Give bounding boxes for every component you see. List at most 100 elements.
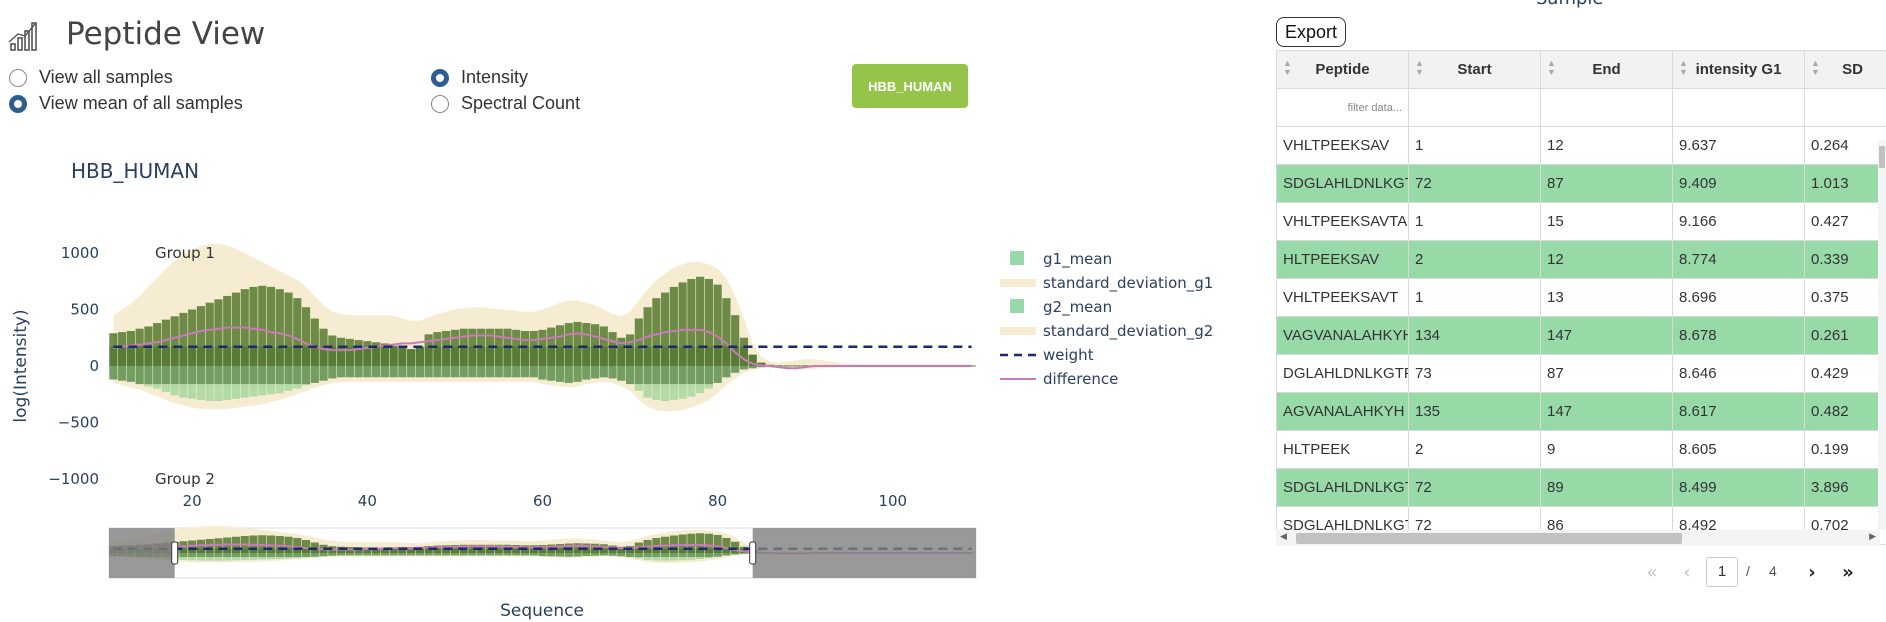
sort-icon[interactable]: ▲ ▼ <box>1283 58 1292 77</box>
g1-mean-bar <box>713 284 722 366</box>
overlap-bar-mini <box>275 548 284 553</box>
next-page-button[interactable]: › <box>1808 561 1816 583</box>
g1-mean-bar <box>801 365 810 366</box>
overlap-bar-mini <box>625 553 635 557</box>
scrollbar-thumb[interactable] <box>1296 533 1682 544</box>
g1-mean-bar <box>293 298 302 366</box>
radio-intensity[interactable]: Intensity <box>431 67 528 88</box>
overlap-bar <box>564 346 573 366</box>
x-axis: 20 40 60 80 100 <box>183 492 907 510</box>
radio-view-mean-samples[interactable]: View mean of all samples <box>9 93 243 114</box>
filter-input-intensity[interactable] <box>1672 88 1805 127</box>
protein-badge-button[interactable]: HBB_HUMAN <box>852 64 968 108</box>
radio-view-all-samples[interactable]: View all samples <box>9 67 173 88</box>
legend-item-weight[interactable]: weight <box>1000 346 1094 364</box>
vertical-scrollbar[interactable] <box>1878 140 1886 530</box>
radio-button-selected[interactable] <box>431 68 449 87</box>
previous-page-button[interactable]: ‹ <box>1683 561 1691 583</box>
overlap-bar <box>223 366 232 385</box>
g1-mean-bar <box>625 334 635 366</box>
range-handle-left[interactable] <box>171 541 179 565</box>
overlap-bar <box>494 366 503 378</box>
overlap-bar-mini <box>485 548 495 553</box>
overlap-bar-mini <box>240 548 249 553</box>
g1-mean-bar <box>748 354 757 366</box>
legend-item-g2-mean[interactable]: g2_mean <box>1010 298 1112 317</box>
g1-mean-bar-mini <box>704 533 713 553</box>
page-number-input[interactable]: 1 <box>1706 557 1738 587</box>
g1-mean-bar-mini <box>512 545 521 553</box>
horizontal-scrollbar[interactable]: ◀ ▶ <box>1276 530 1880 546</box>
table-row[interactable]: VHLTPEEKSAV 1 12 9.637 0.264 <box>1276 126 1886 165</box>
g1-mean-bar <box>739 337 749 366</box>
legend-item-standard-deviation-g2[interactable]: standard_deviation_g2 <box>1000 322 1213 341</box>
overlap-bar-mini <box>389 553 398 556</box>
radio-button[interactable] <box>9 68 27 87</box>
sort-icon[interactable]: ▲ ▼ <box>1547 58 1556 77</box>
overlap-bar-mini <box>643 548 652 553</box>
table-row[interactable]: VHLTPEEKSAVT 1 13 8.696 0.375 <box>1276 278 1886 317</box>
table-row[interactable]: DGLAHLDNLKGTFA 73 87 8.646 0.429 <box>1276 354 1886 393</box>
scroll-left-icon[interactable]: ◀ <box>1280 532 1287 542</box>
legend[interactable]: g1_mean standard_deviation_g1 g2_meanstand… <box>1000 250 1213 388</box>
filter-input-sd[interactable] <box>1804 88 1886 127</box>
overlap-bar-mini <box>407 553 416 556</box>
overlap-bar <box>126 346 135 366</box>
legend-item-g1-mean[interactable]: g1_mean <box>1010 250 1112 269</box>
overlap-bar <box>433 366 442 378</box>
g1-mean-bar <box>652 298 661 366</box>
column-header-sd[interactable]: ▲ ▼ SD <box>1804 50 1886 89</box>
sort-icon[interactable]: ▲ ▼ <box>1679 58 1688 77</box>
legend-item-standard-deviation-g1[interactable]: standard_deviation_g1 <box>1000 274 1213 293</box>
overlap-bar <box>713 346 722 366</box>
export-button[interactable]: Export <box>1276 17 1347 47</box>
radio-button[interactable] <box>431 94 449 113</box>
column-header-intensity-g1[interactable]: ▲ ▼ intensity G1 <box>1672 50 1805 89</box>
filter-input-peptide[interactable]: filter data... <box>1276 88 1409 127</box>
sort-icon[interactable]: ▲ ▼ <box>1811 58 1820 77</box>
plot-area[interactable] <box>109 243 976 412</box>
column-header-start[interactable]: ▲ ▼ Start <box>1408 50 1541 89</box>
peptide-chart[interactable]: HBB_HUMAN g1_mean standard_deviation_g1 g2… <box>0 150 1240 622</box>
overlap-bar <box>713 366 722 383</box>
overlap-bar <box>661 366 670 385</box>
first-page-button[interactable]: « <box>1646 561 1658 583</box>
table-row[interactable]: AGVANALAHKYH 135 147 8.617 0.482 <box>1276 392 1886 431</box>
g1-mean-bar-mini <box>687 533 696 553</box>
radio-spectral-count[interactable]: Spectral Count <box>431 93 580 114</box>
table-row[interactable]: HLTPEEK 2 9 8.605 0.199 <box>1276 430 1886 469</box>
column-header-peptide[interactable]: ▲ ▼ Peptide <box>1276 50 1409 89</box>
last-page-button[interactable]: » <box>1842 561 1854 583</box>
table-row[interactable]: VHLTPEEKSAVTAL 1 15 9.166 0.427 <box>1276 202 1886 241</box>
filter-input-start[interactable] <box>1408 88 1541 127</box>
legend-label: g1_mean <box>1043 250 1112 269</box>
overlap-bar-mini <box>564 553 573 557</box>
overlap-bar-mini <box>538 553 547 556</box>
overlap-bar <box>529 366 538 378</box>
peptide-table[interactable]: ▲ ▼ Peptide ▲ ▼ Start ▲ ▼ End ▲ ▼ intensity G1 ▲… <box>1276 50 1886 550</box>
overlap-bar <box>678 346 687 366</box>
range-handle-right[interactable] <box>749 541 757 565</box>
overlap-bar <box>792 366 801 367</box>
sort-icon[interactable]: ▲ ▼ <box>1415 58 1424 77</box>
filter-input-end[interactable] <box>1540 88 1673 127</box>
g1-mean-bar <box>731 315 740 366</box>
overlap-bar <box>678 366 687 385</box>
overlap-bar-mini <box>538 548 547 553</box>
table-row[interactable]: VAGVANALAHKYH 134 147 8.678 0.261 <box>1276 316 1886 355</box>
radio-button-selected[interactable] <box>9 94 27 113</box>
g1-mean-bar-mini <box>731 541 740 553</box>
legend-item-difference[interactable]: difference <box>1000 370 1118 388</box>
g1-mean-bar <box>722 298 731 366</box>
scrollbar-thumb[interactable] <box>1879 146 1885 168</box>
table-row[interactable]: HLTPEEKSAV 2 12 8.774 0.339 <box>1276 240 1886 279</box>
overlap-bar-mini <box>293 553 302 557</box>
scroll-right-icon[interactable]: ▶ <box>1869 532 1876 542</box>
overlap-bar-mini <box>284 548 293 553</box>
range-slider[interactable] <box>108 526 977 579</box>
column-header-end[interactable]: ▲ ▼ End <box>1540 50 1673 89</box>
g1-mean-bar-mini <box>538 545 547 553</box>
overlap-bar <box>485 346 495 366</box>
